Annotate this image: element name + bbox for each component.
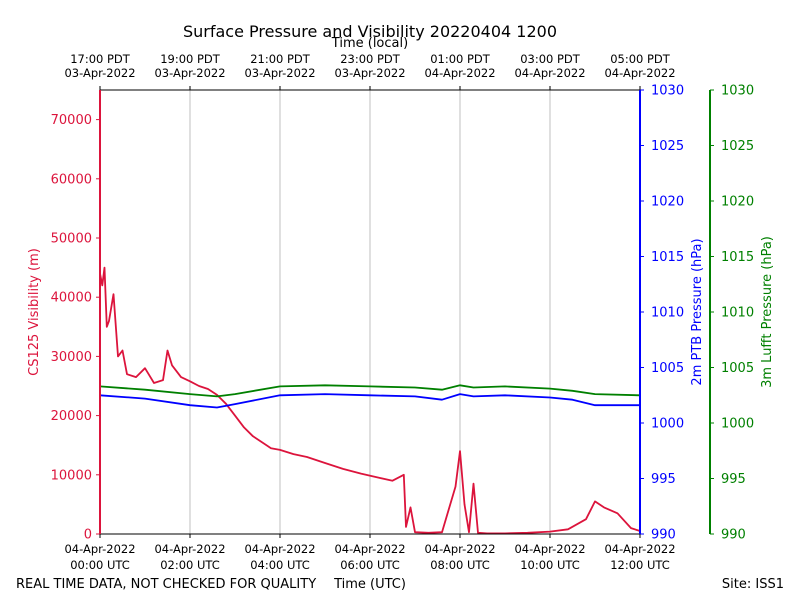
ptb-tick-label: 995: [651, 472, 676, 487]
bottom-tick-label-time: 08:00 UTC: [430, 558, 490, 572]
bottom-tick-label-date: 04-Apr-2022: [244, 542, 315, 556]
visibility-tick-label: 70000: [51, 113, 92, 128]
top-tick-label-date: 03-Apr-2022: [64, 66, 135, 80]
top-tick-label-date: 03-Apr-2022: [154, 66, 225, 80]
lufft-tick-label: 1020: [721, 195, 754, 210]
visibility-tick-label: 50000: [51, 232, 92, 247]
ptb-tick-label: 1030: [651, 84, 684, 99]
series-line-2m-ptb-pressure: [99, 393, 640, 409]
lufft-tick-label: 1030: [721, 84, 754, 99]
ptb-tick-label: 1025: [651, 139, 684, 154]
bottom-tick-label-date: 04-Apr-2022: [514, 542, 585, 556]
top-tick-label-time: 21:00 PDT: [250, 52, 311, 66]
visibility-tick-label: 40000: [51, 291, 92, 306]
bottom-tick-label-time: 00:00 UTC: [70, 558, 130, 572]
top-tick-label-date: 03-Apr-2022: [334, 66, 405, 80]
bottom-tick-label-time: 12:00 UTC: [610, 558, 670, 572]
visibility-tick-label: 30000: [51, 350, 92, 365]
bottom-tick-label-time: 06:00 UTC: [340, 558, 400, 572]
top-tick-label-date: 04-Apr-2022: [604, 66, 675, 80]
lufft-axis-label: 3m Lufft Pressure (hPa): [760, 236, 775, 388]
lufft-tick-label: 995: [721, 472, 746, 487]
visibility-axis-label: CS125 Visibility (m): [27, 248, 42, 376]
bottom-tick-label-date: 04-Apr-2022: [334, 542, 405, 556]
bottom-tick-label-date: 04-Apr-2022: [64, 542, 135, 556]
ptb-tick-label: 1020: [651, 195, 684, 210]
top-tick-label-time: 19:00 PDT: [160, 52, 221, 66]
ptb-tick-label: 1015: [651, 250, 684, 265]
lufft-tick-label: 1025: [721, 139, 754, 154]
top-axis-label: Time (local): [331, 36, 408, 51]
ptb-tick-label: 990: [651, 528, 676, 543]
bottom-tick-label-date: 04-Apr-2022: [154, 542, 225, 556]
lufft-tick-label: 1000: [721, 417, 754, 432]
lufft-tick-label: 1005: [721, 361, 754, 376]
lufft-tick-label: 1015: [721, 250, 754, 265]
site-label: Site: ISS1: [722, 577, 784, 592]
top-tick-label-date: 04-Apr-2022: [514, 66, 585, 80]
series-line-cs125-visibility: [99, 266, 641, 535]
bottom-tick-label-date: 04-Apr-2022: [424, 542, 495, 556]
chart-title: Surface Pressure and Visibility 20220404…: [183, 22, 557, 41]
top-tick-label-time: 17:00 PDT: [70, 52, 131, 66]
lufft-tick-label: 990: [721, 528, 746, 543]
axes-group: 0 10000 20000 30000 40000 50000 60000 70000 CS12…: [27, 52, 775, 572]
bottom-tick-label-time: 02:00 UTC: [160, 558, 220, 572]
ptb-tick-label: 1010: [651, 306, 684, 321]
top-tick-label-time: 23:00 PDT: [340, 52, 401, 66]
ptb-tick-label: 1000: [651, 417, 684, 432]
visibility-tick-label: 10000: [51, 468, 92, 483]
quality-note: REAL TIME DATA, NOT CHECKED FOR QUALITY: [16, 577, 316, 592]
bottom-tick-label-time: 04:00 UTC: [250, 558, 310, 572]
ptb-tick-label: 1005: [651, 361, 684, 376]
top-tick-label-date: 03-Apr-2022: [244, 66, 315, 80]
bottom-tick-label-date: 04-Apr-2022: [604, 542, 675, 556]
bottom-tick-label-time: 10:00 UTC: [520, 558, 580, 572]
top-tick-label-time: 01:00 PDT: [430, 52, 491, 66]
top-tick-label-date: 04-Apr-2022: [424, 66, 495, 80]
visibility-tick-label: 60000: [51, 172, 92, 187]
ptb-axis-label: 2m PTB Pressure (hPa): [690, 238, 705, 385]
lufft-tick-label: 1010: [721, 306, 754, 321]
visibility-tick-label: 20000: [51, 409, 92, 424]
visibility-tick-label: 0: [84, 528, 92, 543]
series-line-3m-lufft-pressure: [99, 384, 641, 398]
bottom-axis-label: Time (UTC): [333, 577, 406, 592]
series-group: [99, 266, 641, 535]
top-tick-label-time: 03:00 PDT: [520, 52, 581, 66]
top-tick-label-time: 05:00 PDT: [610, 52, 671, 66]
